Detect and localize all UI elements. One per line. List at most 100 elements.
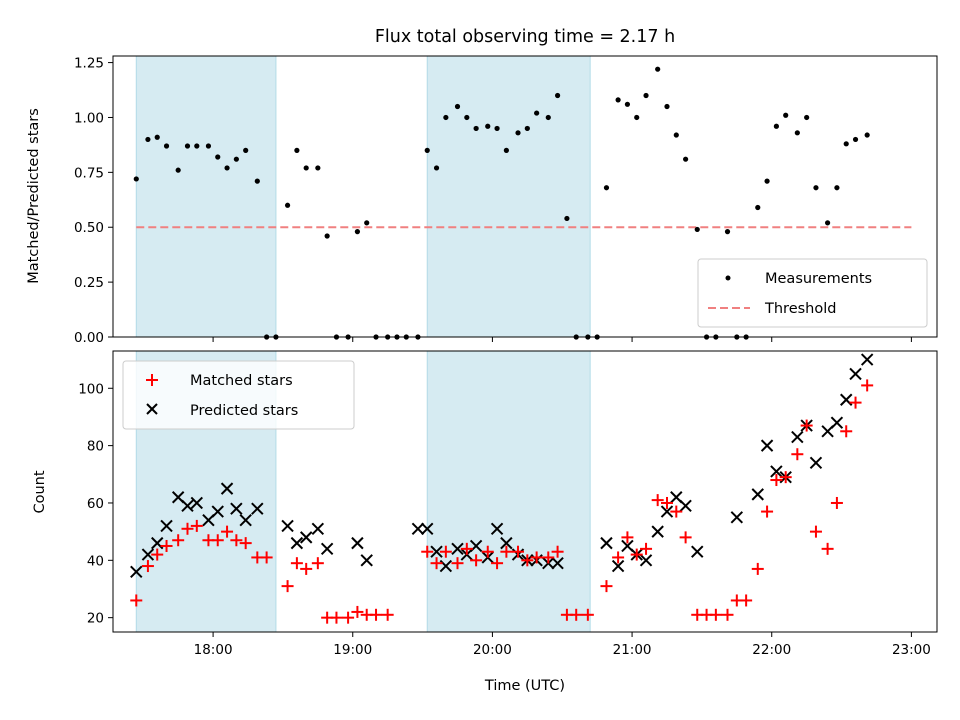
legend-matched-marker: [146, 374, 158, 386]
top-legend: Measurements Threshold: [697, 258, 928, 328]
x-axis-label: Time (UTC): [484, 678, 565, 694]
measurement-point: [564, 215, 570, 222]
predicted-star-point: [651, 525, 664, 538]
measurement-point: [813, 185, 819, 191]
matched-star-point: [779, 471, 792, 484]
measurement-point: [755, 204, 761, 211]
predicted-star-point: [411, 522, 425, 535]
predicted-star-point: [490, 522, 504, 535]
x-stroke: [130, 565, 143, 578]
bottom-plot-frame: [112, 350, 938, 633]
bottom-x-ticks: 18:00 19:00 20:00 21:00 22:00 23:00: [194, 632, 931, 658]
x-stroke: [830, 416, 844, 429]
predicted-star-point: [311, 522, 325, 535]
x-stroke: [151, 536, 164, 550]
x-stroke: [211, 505, 224, 518]
measurement-point: [354, 229, 361, 235]
y-tick-label: 60: [87, 496, 104, 512]
measurement-point: [154, 134, 160, 140]
x-stroke: [290, 536, 304, 550]
matched-star-point: [612, 551, 625, 564]
measurement-point: [294, 147, 300, 153]
predicted-star-point: [290, 536, 304, 550]
predicted-star-point: [141, 548, 155, 561]
matched-star-point: [670, 505, 683, 518]
measurement-point: [473, 125, 479, 132]
matched-star-point: [330, 611, 343, 624]
x-stroke: [451, 542, 464, 556]
x-stroke: [430, 545, 443, 558]
matched-star-point: [830, 496, 843, 509]
measurement-point: [624, 101, 631, 107]
measurement-point: [804, 114, 810, 121]
measurement-point: [163, 143, 170, 149]
x-stroke: [220, 482, 234, 495]
predicted-star-point: [451, 542, 464, 556]
x-stroke: [411, 522, 425, 535]
matched-star-point: [621, 531, 634, 544]
bottom-legend-box: [122, 360, 355, 430]
matched-star-point: [421, 545, 434, 558]
bottom-panel: 18:00 19:00 20:00 21:00 22:00 23:00 20 40 60 80 1…: [32, 350, 938, 694]
legend-measurements-marker: [725, 275, 731, 281]
x-stroke: [679, 499, 692, 513]
predicted-star-point: [860, 353, 874, 366]
x-stroke: [320, 542, 334, 556]
predicted-star-point: [360, 554, 373, 567]
measurement-point: [184, 143, 191, 149]
measurement-point: [664, 103, 670, 110]
measurement-point: [534, 110, 540, 116]
measurement-point: [683, 156, 689, 162]
measurement-point: [324, 233, 330, 239]
x-stroke: [849, 367, 862, 381]
matched-star-point: [230, 534, 243, 547]
matched-star-point: [190, 519, 203, 532]
measurement-point: [224, 165, 230, 171]
x-stroke: [691, 545, 704, 558]
bottom-y-ticks: 20 40 60 80 100: [78, 381, 113, 627]
x-stroke: [791, 430, 804, 444]
x-stroke: [439, 559, 453, 573]
measurement-point: [443, 114, 449, 121]
top-plot-frame: [112, 55, 938, 338]
measurement-point: [454, 103, 461, 110]
matched-star-point: [570, 608, 583, 621]
y-tick-label: 0.75: [74, 165, 104, 181]
x-stroke: [281, 519, 294, 533]
measurement-point: [215, 154, 221, 160]
shaded-interval: [426, 55, 591, 338]
matched-star-point: [290, 557, 303, 570]
measurement-point: [773, 123, 779, 129]
x-tick-label: 22:00: [752, 642, 791, 658]
x-stroke: [840, 393, 853, 406]
x-stroke: [421, 522, 434, 535]
measurement-point: [694, 226, 700, 233]
y-tick-label: 0.25: [74, 275, 104, 291]
matched-star-point: [181, 522, 194, 535]
measurement-point: [494, 125, 500, 132]
measurement-point: [254, 178, 260, 184]
matched-star-point: [512, 545, 525, 558]
matched-star-point: [281, 580, 294, 593]
matched-star-point: [342, 611, 355, 624]
matched-star-point: [581, 608, 594, 621]
matched-star-point: [430, 557, 443, 570]
x-stroke: [141, 548, 155, 561]
x-stroke: [860, 353, 874, 366]
matched-star-point: [770, 474, 783, 487]
predicted-star-point: [639, 554, 653, 567]
predicted-star-point: [430, 545, 443, 558]
measurement-point: [315, 165, 321, 171]
matched-star-point: [451, 557, 464, 570]
top-y-ticks: 0.00 0.25 0.50 0.75 1.00 1.25: [74, 56, 113, 346]
x-stroke: [760, 439, 774, 452]
matched-star-point: [751, 562, 764, 575]
measurement-point: [464, 114, 470, 121]
predicted-star-point: [679, 499, 692, 513]
measurement-point: [603, 185, 610, 191]
matched-star-point: [521, 554, 534, 567]
matched-star-point: [791, 448, 804, 461]
top-legend-box: [697, 258, 928, 328]
top-panel: 0.00 0.25 0.50 0.75 1.00 1.25 Matched/Predict…: [26, 55, 938, 346]
y-tick-label: 80: [87, 439, 104, 455]
